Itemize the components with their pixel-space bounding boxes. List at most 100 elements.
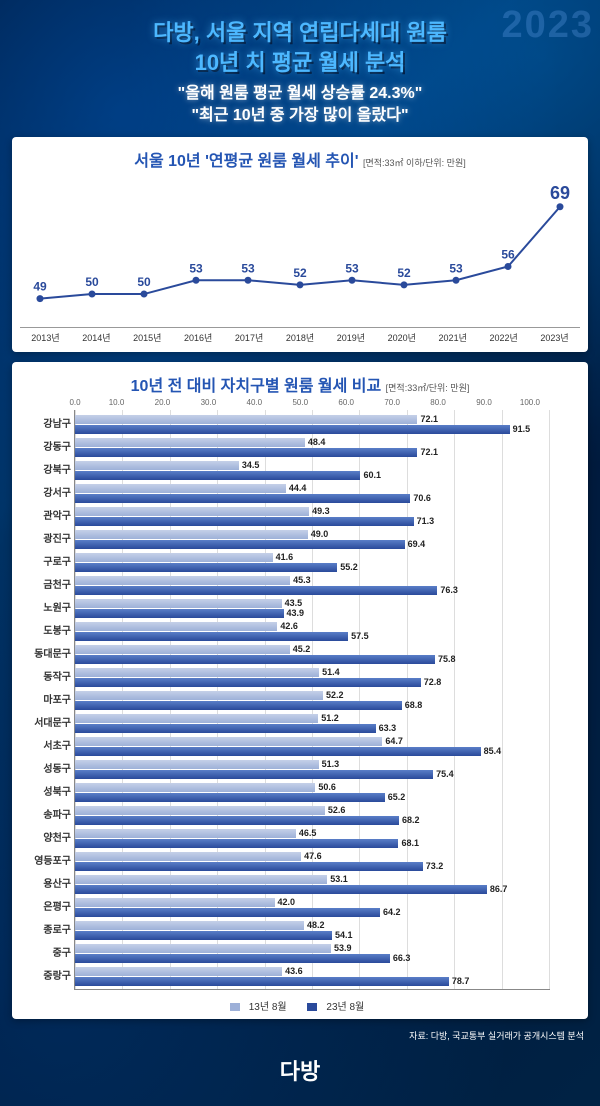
district-label: 용산구: [23, 874, 71, 896]
bar-x-ticks: 0.010.020.030.040.050.060.070.080.090.01…: [75, 398, 550, 407]
bar-row: 동작구51.472.8: [75, 667, 550, 689]
bar-series-1: [75, 714, 318, 723]
bar-x-tick: 70.0: [384, 398, 400, 407]
district-label: 은평구: [23, 897, 71, 919]
logo: 다방: [8, 1050, 592, 1094]
bar-value-2: 64.2: [383, 907, 401, 917]
bar-series-2: [75, 701, 402, 710]
district-label: 성북구: [23, 782, 71, 804]
bar-series-1: [75, 438, 305, 447]
bar-value-1: 44.4: [289, 483, 307, 493]
bar-x-tick: 0.0: [69, 398, 80, 407]
svg-text:49: 49: [33, 279, 47, 293]
bar-value-2: 78.7: [452, 976, 470, 986]
x-axis-label: 2023년: [529, 328, 580, 344]
bar-chart-title-text: 10년 전 대비 자치구별 원룸 월세 비교: [131, 378, 382, 395]
bar-value-2: 54.1: [335, 930, 353, 940]
bar-value-1: 41.6: [276, 552, 294, 562]
bar-value-1: 45.3: [293, 575, 311, 585]
bar-series-1: [75, 576, 290, 585]
district-label: 영등포구: [23, 851, 71, 873]
district-label: 강동구: [23, 437, 71, 459]
bar-value-1: 48.2: [307, 920, 325, 930]
bar-value-1: 51.4: [322, 667, 340, 677]
title-line-2: 10년 치 평균 월세 분석: [8, 48, 592, 78]
bar-row: 강북구34.560.1: [75, 460, 550, 482]
bar-row: 관악구49.371.3: [75, 506, 550, 528]
bar-value-1: 49.0: [311, 529, 329, 539]
district-label: 중랑구: [23, 966, 71, 988]
bar-row: 용산구53.186.7: [75, 874, 550, 896]
legend-item-1: 13년 8월: [230, 1002, 293, 1013]
bar-series-1: [75, 921, 304, 930]
svg-text:53: 53: [241, 261, 255, 275]
bar-value-2: 65.2: [388, 792, 406, 802]
bar-series-1: [75, 599, 282, 608]
bar-series-2: [75, 655, 435, 664]
x-axis-label: 2021년: [427, 328, 478, 344]
bar-value-2: 43.9: [287, 608, 305, 618]
bar-series-2: [75, 425, 510, 434]
legend-swatch-2: [307, 1003, 317, 1011]
bar-value-1: 53.9: [334, 943, 352, 953]
bar-series-1: [75, 783, 315, 792]
bar-series-1: [75, 875, 327, 884]
bar-value-2: 91.5: [513, 424, 531, 434]
bar-value-1: 72.1: [420, 414, 438, 424]
bar-value-2: 71.3: [417, 516, 435, 526]
bar-value-1: 42.6: [280, 621, 298, 631]
bar-value-2: 60.1: [363, 470, 381, 480]
district-label: 서초구: [23, 736, 71, 758]
district-label: 마포구: [23, 690, 71, 712]
bar-series-2: [75, 839, 398, 848]
bar-series-1: [75, 415, 417, 424]
district-label: 강서구: [23, 483, 71, 505]
bar-series-2: [75, 540, 405, 549]
bar-value-1: 51.2: [321, 713, 339, 723]
legend-label-1: 13년 8월: [249, 1002, 287, 1013]
subtitle-line-1: "올해 원룸 평균 월세 상승률 24.3%": [8, 83, 592, 105]
bar-row: 성동구51.375.4: [75, 759, 550, 781]
bar-row: 도봉구42.657.5: [75, 621, 550, 643]
x-axis-label: 2014년: [71, 328, 122, 344]
bar-x-tick: 60.0: [338, 398, 354, 407]
bar-value-2: 73.2: [426, 861, 444, 871]
bar-x-tick: 10.0: [109, 398, 125, 407]
bar-series-1: [75, 852, 301, 861]
svg-text:50: 50: [85, 275, 99, 289]
legend-label-2: 23년 8월: [326, 1002, 364, 1013]
district-label: 관악구: [23, 506, 71, 528]
bar-series-2: [75, 885, 487, 894]
x-axis-label: 2022년: [478, 328, 529, 344]
decorative-year: 2023: [501, 4, 594, 47]
bar-series-2: [75, 862, 423, 871]
line-chart-unit: [면적:33㎡ 이하/단위: 만원]: [363, 158, 466, 168]
district-label: 광진구: [23, 529, 71, 551]
bar-x-tick: 80.0: [430, 398, 446, 407]
x-axis-label: 2016년: [173, 328, 224, 344]
bar-series-2: [75, 448, 417, 457]
bar-series-1: [75, 461, 239, 470]
bar-series-1: [75, 553, 273, 562]
svg-text:53: 53: [189, 261, 203, 275]
bar-series-1: [75, 829, 296, 838]
line-chart-title-text: 서울 10년 '연평균 원룸 월세 추이': [134, 153, 358, 170]
bar-series-2: [75, 586, 437, 595]
bar-series-2: [75, 471, 360, 480]
line-chart-panel: 서울 10년 '연평균 원룸 월세 추이' [면적:33㎡ 이하/단위: 만원]…: [12, 137, 588, 352]
bar-row: 마포구52.268.8: [75, 690, 550, 712]
bar-row: 중랑구43.678.7: [75, 966, 550, 988]
bar-value-1: 46.5: [299, 828, 317, 838]
bar-row: 성북구50.665.2: [75, 782, 550, 804]
bar-value-2: 63.3: [379, 723, 397, 733]
bar-series-2: [75, 678, 421, 687]
bar-series-2: [75, 977, 449, 986]
district-label: 강북구: [23, 460, 71, 482]
bar-row: 강서구44.470.6: [75, 483, 550, 505]
x-axis-label: 2020년: [376, 328, 427, 344]
bar-series-1: [75, 691, 323, 700]
bar-row: 영등포구47.673.2: [75, 851, 550, 873]
bar-row: 서대문구51.263.3: [75, 713, 550, 735]
bar-series-2: [75, 770, 433, 779]
bar-value-1: 48.4: [308, 437, 326, 447]
